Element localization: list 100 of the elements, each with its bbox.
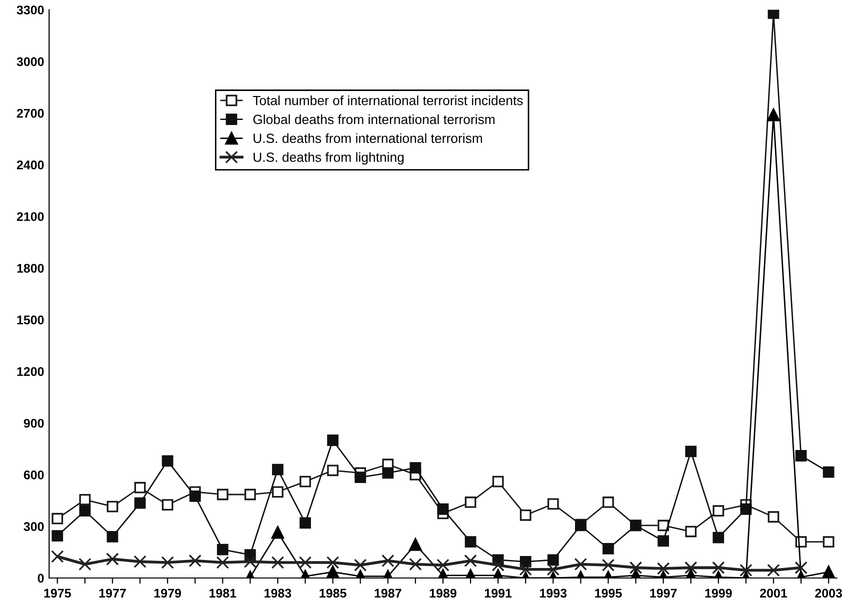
point xyxy=(464,496,476,508)
point xyxy=(216,544,228,556)
y-tick-label: 2100 xyxy=(16,212,44,222)
y-tick-label: 2700 xyxy=(16,108,44,118)
point xyxy=(244,488,256,500)
x-tick-label: 1985 xyxy=(320,588,346,598)
point xyxy=(768,511,780,523)
point xyxy=(189,490,201,502)
point xyxy=(547,498,559,510)
point xyxy=(658,535,670,547)
point xyxy=(272,486,284,498)
point xyxy=(354,472,366,483)
point xyxy=(106,552,119,566)
point xyxy=(436,558,450,572)
point xyxy=(520,509,532,521)
point xyxy=(768,10,780,19)
point xyxy=(656,562,670,575)
point xyxy=(216,556,230,569)
y-tick-label: 1500 xyxy=(17,316,44,324)
point xyxy=(271,556,284,569)
point xyxy=(520,556,532,568)
y-tick-label: 0 xyxy=(38,574,44,583)
y-tick-label: 900 xyxy=(24,418,44,428)
y-tick-label: 600 xyxy=(24,470,44,480)
point xyxy=(272,464,284,476)
point xyxy=(822,536,834,548)
point xyxy=(547,554,559,566)
x-tick-label: 1981 xyxy=(210,588,236,598)
point xyxy=(162,499,174,511)
point xyxy=(327,434,339,446)
point xyxy=(161,556,174,569)
point xyxy=(409,538,422,551)
point xyxy=(437,503,449,515)
y-tick-label: 1200 xyxy=(17,367,44,376)
point xyxy=(685,526,697,538)
point xyxy=(602,496,614,508)
point xyxy=(79,505,91,517)
point xyxy=(326,556,340,569)
x-tick-label: 2003 xyxy=(815,588,842,598)
x-tick-label: 1975 xyxy=(44,588,71,598)
x-tick-label: 2001 xyxy=(760,588,788,598)
legend-label: Total number of international terrorist incidents xyxy=(252,96,523,106)
point xyxy=(795,450,807,462)
x-tick-label: 1991 xyxy=(484,588,512,598)
point xyxy=(354,558,367,572)
point xyxy=(822,566,835,578)
point xyxy=(134,555,146,568)
point xyxy=(78,558,92,571)
point xyxy=(712,505,724,517)
y-tick-label: 3000 xyxy=(16,57,44,66)
point xyxy=(106,530,118,542)
point xyxy=(658,520,670,532)
y-tick-label: 300 xyxy=(24,522,44,532)
point xyxy=(685,446,697,458)
point xyxy=(327,464,339,476)
y-tick-label: 1800 xyxy=(17,264,44,273)
point xyxy=(382,467,394,479)
point xyxy=(300,476,311,488)
point xyxy=(492,476,504,488)
point xyxy=(712,561,725,574)
x-tick-label: 1989 xyxy=(430,588,456,598)
point xyxy=(106,500,118,512)
legend-label: U.S. deaths from lightning xyxy=(254,152,404,165)
point xyxy=(134,482,146,494)
x-tick-label: 1979 xyxy=(154,588,181,598)
point xyxy=(409,558,422,571)
x-tick-label: 1993 xyxy=(540,588,567,598)
point xyxy=(629,561,642,574)
point xyxy=(602,558,615,572)
point xyxy=(519,563,532,576)
point xyxy=(684,561,698,574)
point xyxy=(52,530,64,542)
point xyxy=(300,517,311,529)
point xyxy=(740,564,752,577)
x-tick-label: 1977 xyxy=(99,588,126,598)
legend-label: Global deaths from international terrorism xyxy=(253,114,494,124)
point xyxy=(712,532,724,544)
point xyxy=(298,556,312,569)
x-tick-label: 1987 xyxy=(374,588,402,598)
point xyxy=(767,108,780,122)
point xyxy=(162,455,174,467)
point xyxy=(822,466,834,478)
x-tick-label: 1997 xyxy=(650,588,677,598)
point xyxy=(134,497,146,509)
point xyxy=(271,526,284,539)
point xyxy=(546,563,560,576)
point xyxy=(794,561,808,574)
x-tick-label: 1999 xyxy=(705,588,732,598)
point xyxy=(464,554,477,568)
point xyxy=(51,550,64,563)
point xyxy=(382,554,394,568)
point xyxy=(464,536,476,548)
point xyxy=(602,543,614,554)
point xyxy=(767,564,780,577)
x-tick-label: 1995 xyxy=(595,588,622,598)
point xyxy=(188,554,202,568)
point xyxy=(52,512,64,524)
point xyxy=(216,488,228,500)
legend-label: U.S. deaths from international terrorism xyxy=(254,133,482,144)
point xyxy=(574,558,588,571)
